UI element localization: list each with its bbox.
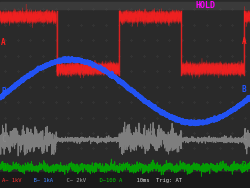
Bar [0,172,250,188]
Text: A~ 1kV: A~ 1kV [2,178,22,183]
Text: B: B [1,87,6,96]
Text: C: C [242,133,246,142]
Text: 10ms  Trig: AT: 10ms Trig: AT [130,178,182,183]
Text: A: A [242,37,246,46]
Text: D: D [1,163,6,172]
Text: A: A [1,39,6,47]
Text: D: D [242,161,246,170]
Text: HOLD: HOLD [195,1,215,10]
Text: C~ 2kV: C~ 2kV [60,178,86,183]
Text: B: B [242,85,246,94]
Text: B~ 1kA: B~ 1kA [27,178,53,183]
Bar [0,2,250,8]
Text: C: C [1,135,6,144]
Text: D~100 A: D~100 A [93,178,122,183]
